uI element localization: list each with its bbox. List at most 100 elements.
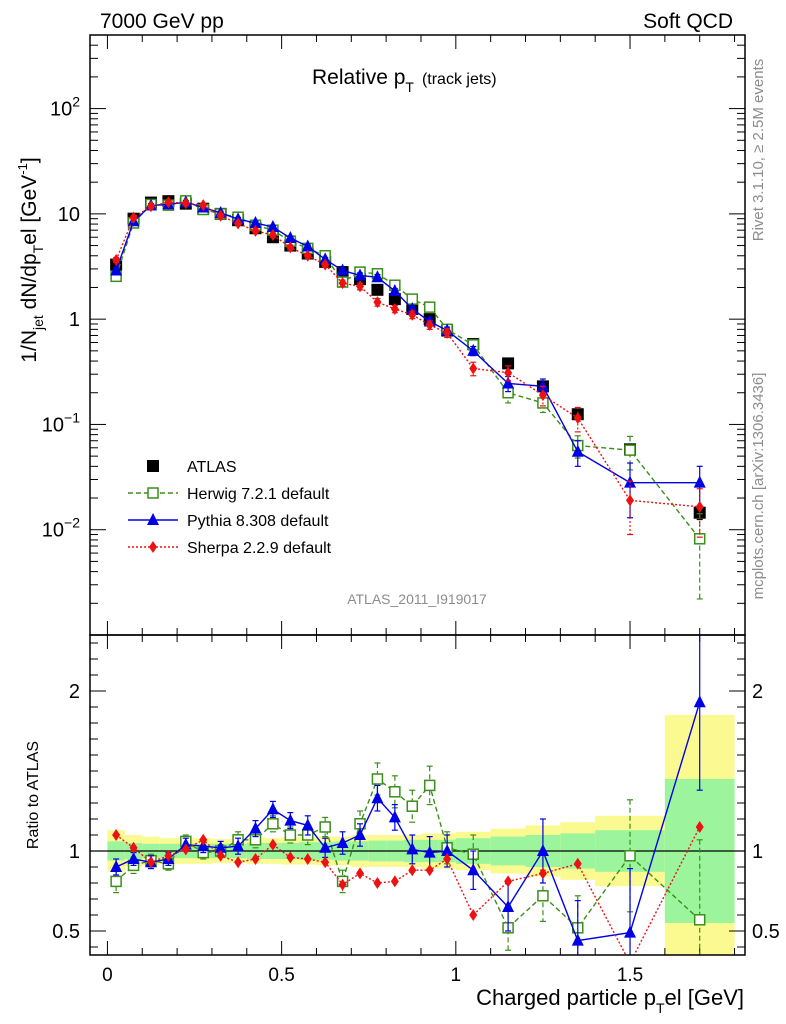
ratio-sherpa-point: [504, 875, 513, 888]
legend: ATLAS Herwig 7.2.1 default Pythia 8.308 de…: [128, 459, 332, 557]
legend-sherpa-label: Sherpa 2.2.9 default: [187, 540, 332, 557]
ratio-herwig-point: [319, 821, 331, 833]
ratio-panel-frame: [89, 634, 746, 956]
ratio-pythia-point: [536, 844, 549, 856]
ratio-herwig-point: [423, 779, 436, 792]
main-atlas-point: [388, 293, 401, 306]
main-pythia-point: [467, 343, 480, 356]
main-atlas-point: [502, 357, 515, 370]
main-series-group: [110, 195, 706, 600]
ratio-pythia-point: [406, 842, 419, 855]
main-sherpa-point: [573, 412, 582, 425]
data-series: [110, 195, 706, 955]
main-sherpa-point: [129, 211, 138, 224]
ratio-pythia-point: [301, 818, 314, 831]
chart-title-subscript: T: [405, 79, 414, 95]
rivet-version-label: Rivet 3.1.10, ≥ 2.5M events: [750, 59, 767, 242]
main-sherpa-point: [425, 318, 434, 331]
main-pythia-point: [301, 239, 314, 252]
legend-herwig-label: Herwig 7.2.1 default: [187, 486, 330, 503]
ratio-series-group: [110, 635, 706, 955]
main-pythia-point: [571, 444, 584, 457]
y-tick-label: 10: [58, 204, 80, 226]
main-pythia-point: [502, 376, 515, 389]
chart-title-main: Relative p: [312, 66, 405, 89]
y-tick-label: 10−1: [42, 409, 80, 436]
ratio-herwig-point: [624, 850, 636, 862]
ratio-sherpa-point: [408, 864, 417, 877]
main-atlas-point: [371, 283, 384, 296]
legend-pythia-marker: [147, 513, 159, 525]
ratio-sherpa-point: [112, 829, 121, 841]
analysis-label: ATLAS_2011_I919017: [347, 591, 487, 607]
main-sherpa-point: [303, 249, 312, 262]
y-tick-label: 102: [50, 94, 80, 121]
ratio-sherpa-point: [356, 867, 365, 880]
ratio-pythia-point: [127, 852, 140, 864]
ratio-sherpa-point: [443, 853, 452, 865]
main-sherpa-point: [112, 253, 121, 266]
x-tick-label: 1.5: [617, 965, 643, 986]
ratio-sherpa-point: [286, 851, 295, 864]
ratio-herwig-point: [371, 773, 384, 785]
ratio-sherpa-point: [251, 853, 260, 865]
y-tick-label: 1: [69, 309, 80, 331]
main-sherpa-point: [251, 224, 260, 237]
ratio-pythia-point: [232, 839, 245, 852]
ratio-pythia-point: [693, 695, 706, 708]
main-sherpa-point: [443, 326, 452, 339]
ratio-sherpa-point: [268, 838, 277, 851]
ratio-sherpa-point: [234, 856, 243, 869]
main-pythia-point: [693, 475, 706, 488]
legend-sherpa-marker: [149, 541, 157, 553]
ratio-sherpa-point: [390, 875, 399, 888]
ratio-herwig-point: [389, 786, 401, 798]
ratio-pythia-point: [467, 863, 480, 876]
main-pythia-point: [249, 215, 262, 228]
ratio-pythia-point: [319, 840, 332, 853]
ratio-sherpa-point: [373, 877, 382, 889]
main-sherpa-point: [538, 389, 547, 402]
mcplots-label: mcplots.cern.ch [arXiv:1306.3436]: [750, 373, 767, 600]
main-pythia-point: [388, 284, 401, 297]
ratio-sherpa-point: [321, 856, 330, 869]
ratio-pythia-point: [571, 933, 584, 946]
main-sherpa-point: [373, 296, 382, 309]
ratio-sherpa-point: [303, 853, 312, 865]
ratio-sherpa-point: [181, 843, 190, 856]
ratio-pythia-point: [423, 845, 436, 858]
main-herwig-point: [423, 301, 436, 313]
ratio-herwig-point: [537, 890, 549, 902]
chart-title: Relative pT (track jets): [312, 66, 497, 95]
ratio-sherpa-point: [573, 857, 582, 870]
main-pythia-point: [284, 230, 297, 243]
ratio-herwig-point: [693, 914, 706, 926]
ratio-herwig-point: [284, 829, 297, 841]
main-sherpa-point: [356, 280, 365, 293]
main-sherpa-point: [199, 199, 208, 212]
main-sherpa-point: [695, 500, 704, 513]
x-tick-label: 0: [102, 965, 113, 986]
main-sherpa-point: [504, 366, 513, 379]
x-axis-label: Charged particle pTel [GeV]: [476, 985, 744, 1016]
header-right: Soft QCD: [643, 10, 733, 33]
legend-atlas-marker: [147, 460, 159, 472]
ratio-pythia-point: [371, 791, 384, 804]
main-sherpa-point: [286, 241, 295, 254]
ratio-sherpa-point: [338, 878, 347, 891]
main-sherpa-point: [469, 362, 478, 375]
ratio-sherpa-point: [129, 841, 138, 854]
ratio-pythia-point: [354, 828, 367, 840]
ratio-y-axis-label: Ratio to ATLAS: [25, 741, 42, 849]
main-pythia-point: [371, 270, 384, 283]
chart-title-note: (track jets): [422, 71, 497, 88]
ratio-pythia-point: [249, 821, 262, 834]
main-sherpa-point: [164, 196, 173, 209]
ratio-pythia-point: [214, 840, 227, 853]
main-sherpa-point: [390, 302, 399, 315]
main-pythia-point: [536, 379, 549, 392]
x-tick-label: 0.5: [268, 965, 294, 986]
main-herwig-point: [693, 533, 706, 545]
ratio-pythia-point: [441, 844, 454, 856]
main-sherpa-point: [181, 197, 190, 210]
